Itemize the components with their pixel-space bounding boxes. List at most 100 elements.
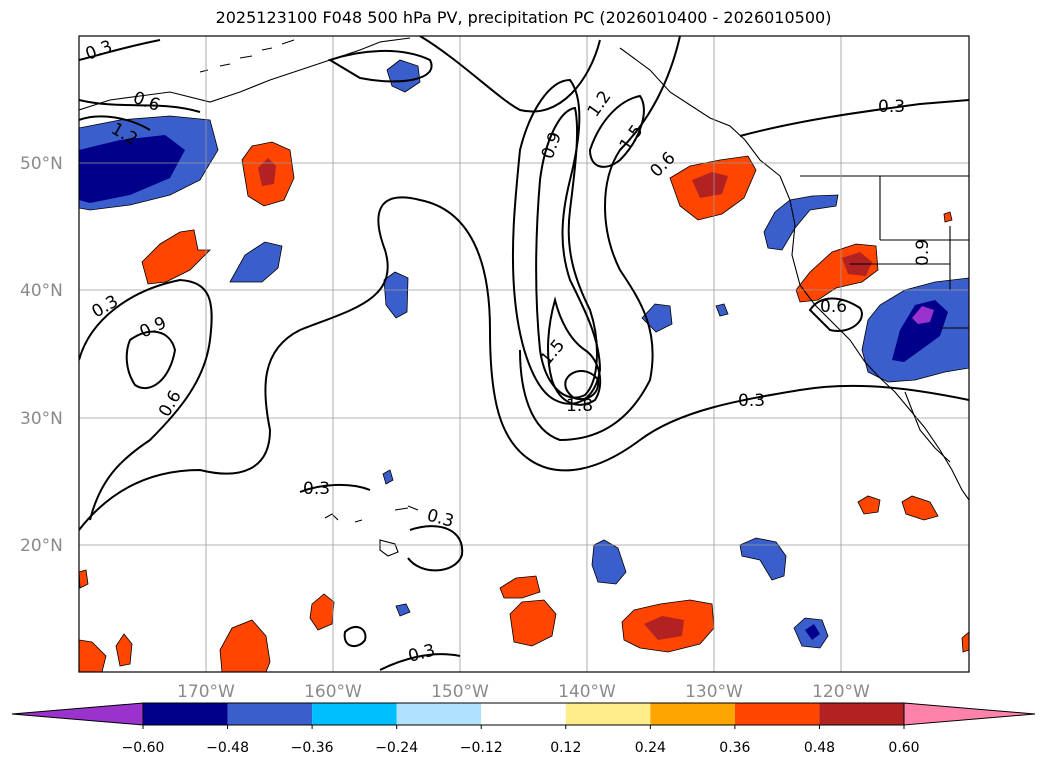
- lon-label: 170°W: [177, 682, 235, 702]
- precip-area-coast-blue: [763, 194, 839, 251]
- lon-label: 140°W: [558, 682, 616, 702]
- precip-area-north-blue: [386, 59, 421, 93]
- graticule: [79, 36, 969, 672]
- colorbar-tick-label: −0.48: [206, 740, 249, 756]
- precip-area-sw-peak: [912, 306, 934, 324]
- precip-positive-areas: [79, 141, 969, 672]
- precip-area-sub-orange7: [79, 639, 107, 672]
- aleutian-islands: [199, 39, 295, 73]
- precip-area-subtrop-blue1: [591, 539, 627, 585]
- precip-area-west-core: [79, 135, 185, 203]
- pv-contour-0.3-sub2: [407, 525, 464, 572]
- us-state-borders: [850, 176, 969, 329]
- hawaii-islands: [324, 505, 419, 557]
- contour-label: 1.8: [566, 396, 593, 416]
- pv-contour-1.8-core: [564, 370, 600, 400]
- lat-label: 40°N: [20, 281, 63, 301]
- colorbar-extend-low: [11, 702, 144, 726]
- colorbar-tick-label: 0.60: [888, 740, 919, 756]
- colorbar-extend-high: [903, 702, 1036, 726]
- pv-contour-1.2-core: [535, 106, 598, 399]
- precip-area-sub-core3: [644, 616, 684, 640]
- colorbar-segment: [312, 703, 397, 725]
- map-border: [78, 35, 970, 673]
- pv-contour-0.3-main: [79, 196, 969, 531]
- pv-contour-0.3-north: [79, 36, 601, 113]
- precip-area-sub-orange8: [857, 495, 881, 515]
- pv-contour-1.5-core: [547, 296, 602, 406]
- colorbar-tick-label: 0.12: [550, 740, 581, 756]
- precip-area-subtrop-blue2: [739, 537, 787, 581]
- contour-label: 0.3: [738, 391, 765, 411]
- colorbar-segment: [481, 703, 566, 725]
- pv-contour-0.3-south: [379, 653, 461, 671]
- colorbar-ticks: −0.60 −0.48 −0.36 −0.24 −0.12 0.12 0.24 0.36 0.4…: [122, 725, 920, 756]
- coastlines: [79, 37, 969, 557]
- precip-area-170-blue: [229, 241, 283, 283]
- colorbar-tick-label: −0.36: [291, 740, 334, 756]
- lat-label: 50°N: [20, 154, 63, 174]
- colorbar-segment: [650, 703, 735, 725]
- pv-contour-0.3-sub3: [343, 625, 367, 648]
- precip-area-sub-orange10: [79, 569, 89, 589]
- colorbar-segment: [565, 703, 651, 725]
- precip-area-sub-orange5: [219, 619, 271, 672]
- lat-label: 20°N: [20, 536, 63, 556]
- pv-contour-0.9-nw: [79, 115, 151, 131]
- longitude-axis: 170°W 160°W 150°W 140°W 130°W 120°W: [177, 682, 870, 702]
- pv-contour-0.6-east: [519, 36, 681, 442]
- pv-contour-0.9-core: [511, 78, 602, 405]
- map-panel: [79, 36, 969, 672]
- colorbar-outline: [142, 702, 905, 726]
- precip-area-sub-orange4: [309, 593, 335, 631]
- colorbar-tick-label: −0.24: [375, 740, 418, 756]
- pv-contour-0.6-north: [79, 49, 433, 113]
- colorbar-tick-label: −0.12: [460, 740, 503, 756]
- lon-label: 160°W: [304, 682, 362, 702]
- precip-area-150-blue: [383, 271, 409, 319]
- lon-label: 120°W: [812, 682, 870, 702]
- contour-label: 0.3: [878, 97, 905, 117]
- pv-contour-0.6-coast: [808, 297, 863, 332]
- precip-area-165w-core: [258, 158, 276, 186]
- colorbar-segment: [143, 703, 228, 725]
- pv-contour-0.9-west: [125, 330, 177, 390]
- colorbar-tick-label: 0.24: [635, 740, 666, 756]
- baja-coast: [904, 391, 951, 463]
- precip-area-sw-core: [892, 300, 948, 362]
- precip-area-sub-orange9: [901, 495, 939, 521]
- precip-area-tiny-orange1: [943, 211, 953, 223]
- lat-label: 30°N: [20, 409, 63, 429]
- colorbar-segment: [819, 703, 904, 725]
- precip-area-tiny-blue3: [715, 303, 729, 317]
- alaska-panhandle-coast: [619, 47, 781, 177]
- contour-label: 0.6: [820, 297, 847, 317]
- lon-label: 130°W: [685, 682, 743, 702]
- colorbar-tick-label: 0.36: [719, 740, 750, 756]
- pv-contour-0.3-ne: [739, 99, 969, 137]
- alaska-coast: [79, 37, 411, 111]
- precip-negative-areas: [79, 59, 969, 649]
- colorbar-segment: [734, 703, 820, 725]
- colorbar: [11, 702, 1036, 726]
- precip-area-sub-orange2: [509, 599, 557, 647]
- latitude-axis: 50°N 40°N 30°N 20°N: [20, 154, 63, 556]
- contour-label: 0.9: [913, 239, 933, 266]
- precip-area-coast-core: [692, 172, 728, 198]
- colorbar-segment: [227, 703, 313, 725]
- precip-area-45n-orange: [141, 229, 211, 285]
- precip-area-subtrop-core3: [805, 624, 820, 640]
- pv-contours: [79, 36, 969, 671]
- map-title: 2025123100 F048 500 hPa PV, precipitatio…: [215, 8, 832, 27]
- precip-area-sub-orange1: [499, 575, 541, 599]
- pv-contour-1.2-ne: [588, 94, 645, 168]
- precip-area-tiny-blue2: [382, 469, 394, 485]
- precip-area-tiny-blue1: [395, 603, 411, 617]
- precip-area-sub-orange6: [115, 633, 133, 667]
- pv-contour-0.6-west: [79, 278, 213, 521]
- pv-contour-0.3-sub1: [299, 483, 371, 493]
- contour-label: 0.3: [303, 479, 330, 499]
- colorbar-tick-label: −0.60: [122, 740, 165, 756]
- lon-label: 150°W: [431, 682, 489, 702]
